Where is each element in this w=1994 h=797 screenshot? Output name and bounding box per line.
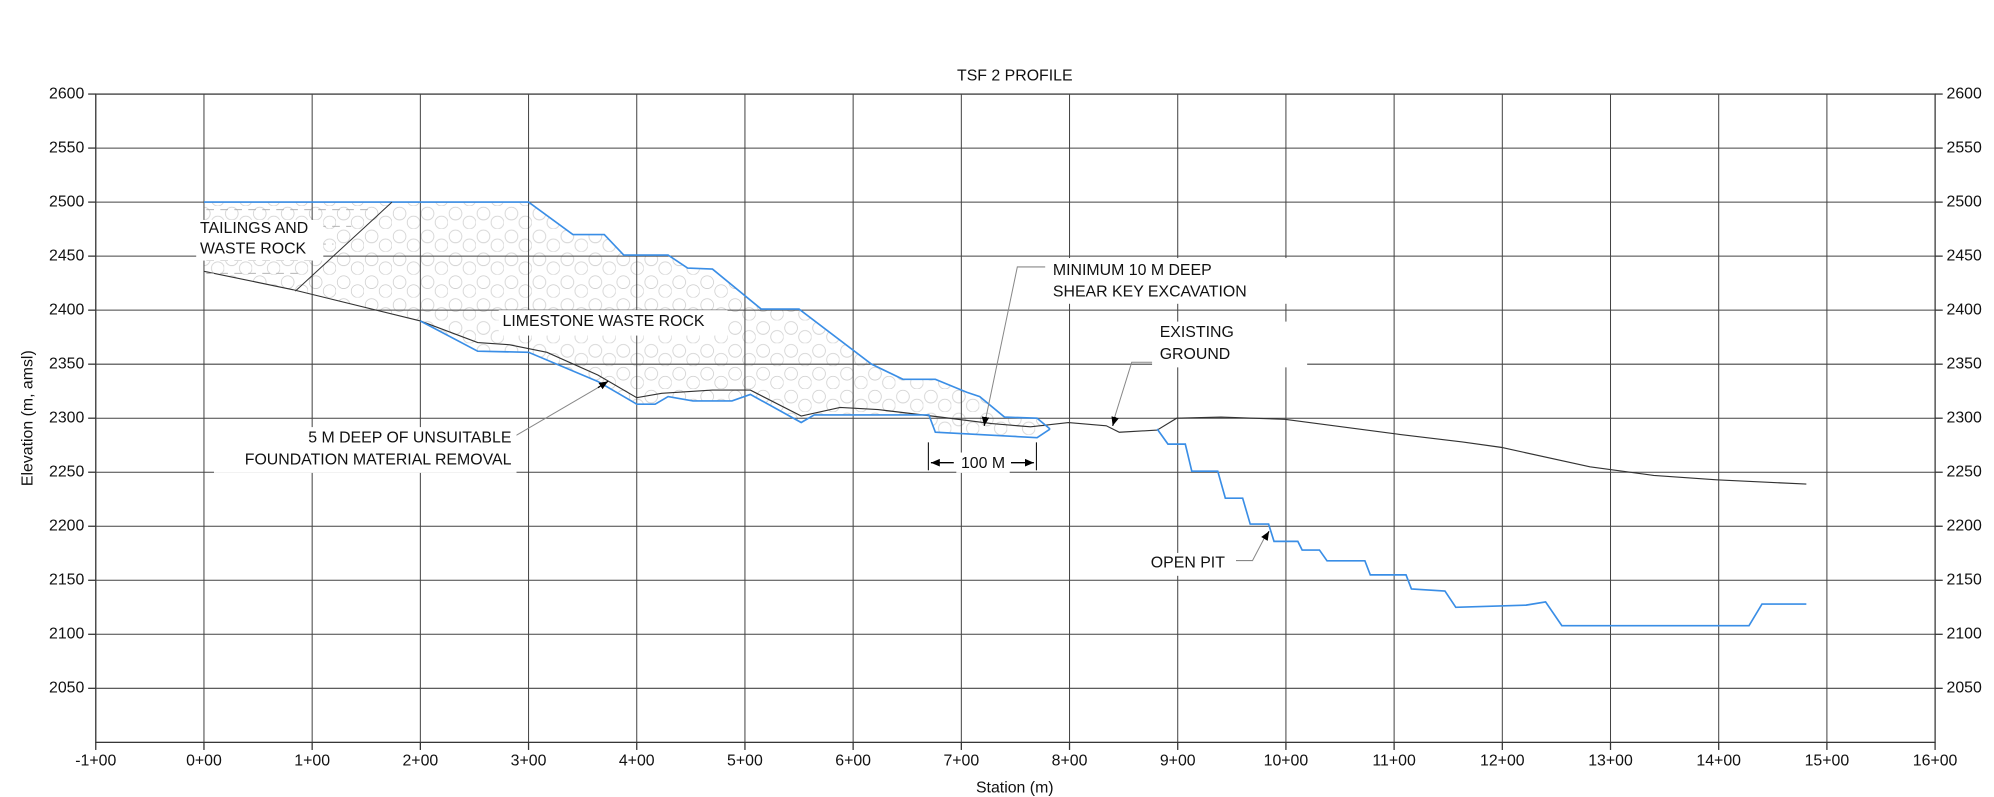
y-tick-label: 2400 xyxy=(49,301,84,318)
tailings-divider xyxy=(294,201,393,292)
y-tick-label-right: 2300 xyxy=(1947,409,1982,426)
leader-arrow xyxy=(1111,416,1119,427)
x-axis-title: Station (m) xyxy=(976,779,1054,796)
label-bg xyxy=(956,452,1010,473)
y-tick-label: 2250 xyxy=(49,463,84,480)
label-bg xyxy=(1146,552,1236,576)
x-tick-label: 10+00 xyxy=(1264,753,1309,770)
leader xyxy=(1113,361,1155,420)
y-tick-label: 2150 xyxy=(49,571,84,588)
x-tick-label: 12+00 xyxy=(1480,753,1525,770)
x-tick-label: 9+00 xyxy=(1160,753,1196,770)
line-layer xyxy=(203,201,1807,627)
y-tick-label-right: 2600 xyxy=(1947,85,1982,102)
annotation: FOUNDATION MATERIAL REMOVAL xyxy=(245,451,512,468)
y-tick-label-right: 2050 xyxy=(1947,680,1982,697)
annotation: EXISTING xyxy=(1160,324,1234,341)
leader-arrow xyxy=(1261,531,1270,541)
y-tick-label-right: 2500 xyxy=(1947,193,1982,210)
leader xyxy=(985,266,1046,420)
y-tick-label: 2100 xyxy=(49,625,84,642)
annotation: 100 M xyxy=(961,455,1005,472)
profile-line xyxy=(1156,428,1807,627)
x-tick-label: 5+00 xyxy=(727,753,763,770)
label-bg xyxy=(1045,258,1287,304)
x-tick-label: 1+00 xyxy=(294,753,330,770)
chart-title: TSF 2 PROFILE xyxy=(957,67,1073,84)
y-tick-label-right: 2350 xyxy=(1947,355,1982,372)
annotation: WASTE ROCK xyxy=(200,240,307,257)
y-tick-label: 2200 xyxy=(49,517,84,534)
annotation: TAILINGS AND xyxy=(200,220,308,237)
leader-arrow xyxy=(981,416,990,426)
y-tick-label: 2350 xyxy=(49,355,84,372)
x-tick-label: 11+00 xyxy=(1372,753,1416,770)
leader-arrow xyxy=(597,380,609,390)
y-tick-label-right: 2400 xyxy=(1947,301,1982,318)
x-tick-label: 16+00 xyxy=(1913,753,1958,770)
y-tick-label: 2050 xyxy=(49,680,84,697)
x-tick-label: 2+00 xyxy=(402,753,438,770)
annotation: SHEAR KEY EXCAVATION xyxy=(1053,284,1247,301)
x-tick-label: -1+00 xyxy=(75,753,116,770)
label-bg xyxy=(213,427,517,473)
x-tick-label: 6+00 xyxy=(835,753,871,770)
x-tick-label: 8+00 xyxy=(1052,753,1088,770)
annotation: OPEN PIT xyxy=(1151,554,1225,571)
profile-line xyxy=(203,201,1051,430)
label-bg xyxy=(498,310,728,336)
label-bg xyxy=(1152,321,1308,368)
profile-line xyxy=(419,320,1051,439)
y-tick-label-right: 2250 xyxy=(1947,463,1982,480)
y-tick-label: 2450 xyxy=(49,247,84,264)
x-tick-label: 0+00 xyxy=(186,753,222,770)
x-tick-label: 3+00 xyxy=(511,753,547,770)
y-axis-title: Elevation (m, amsl) xyxy=(20,350,37,486)
x-tick-label: 13+00 xyxy=(1588,753,1633,770)
y-tick-label-right: 2550 xyxy=(1947,139,1982,156)
label-bg xyxy=(196,219,324,261)
x-tick-label: 7+00 xyxy=(943,753,979,770)
x-tick-label: 15+00 xyxy=(1805,753,1850,770)
y-tick-label-right: 2450 xyxy=(1947,247,1982,264)
y-tick-label: 2500 xyxy=(49,193,84,210)
y-tick-label-right: 2100 xyxy=(1947,625,1982,642)
leader xyxy=(1235,536,1266,562)
y-tick-label: 2300 xyxy=(49,409,84,426)
leader xyxy=(514,387,599,437)
annotation: GROUND xyxy=(1160,346,1231,363)
grid-layer: -1+00 0+00 1+00 2+00 3+00 4+00 5+00 6+00 7+00 8+0… xyxy=(49,85,1982,769)
profile-line xyxy=(203,270,1807,485)
annotation: 5 M DEEP OF UNSUITABLE xyxy=(308,430,511,447)
x-tick-label: 14+00 xyxy=(1696,753,1741,770)
annotation: LIMESTONE WASTE ROCK xyxy=(503,313,705,330)
y-tick-label: 2600 xyxy=(49,85,84,102)
y-tick-label-right: 2200 xyxy=(1947,517,1982,534)
y-tick-label-right: 2150 xyxy=(1947,571,1982,588)
y-tick-label: 2550 xyxy=(49,139,84,156)
x-tick-label: 4+00 xyxy=(619,753,655,770)
annotation: MINIMUM 10 M DEEP xyxy=(1053,262,1212,279)
